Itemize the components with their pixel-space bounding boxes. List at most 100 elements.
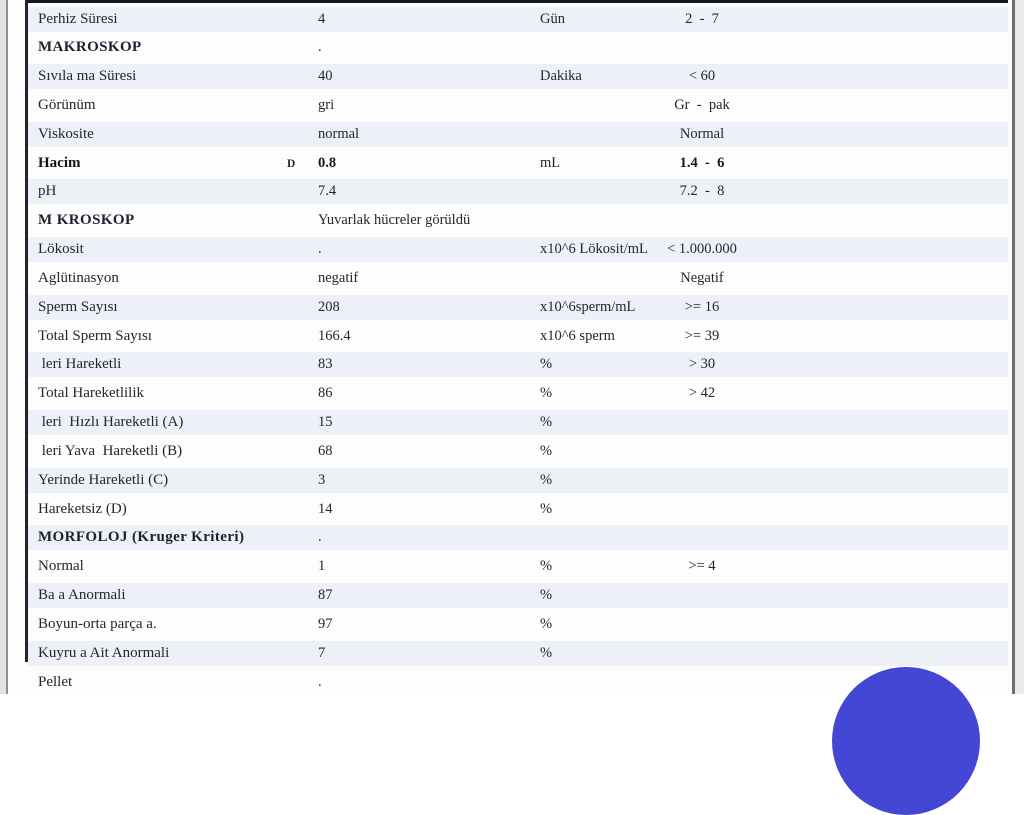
parameter-name: MORFOLOJ (Kruger Kriteri) [38, 529, 245, 546]
parameter-name: Total Hareketlilik [38, 385, 144, 402]
result-value: 1 [318, 558, 326, 575]
parameter-name: M KROSKOP [38, 212, 135, 229]
table-row: Total Hareketlilik 86 % > 42 [0, 380, 1024, 409]
table-row: Yerinde Hareketli (C) 3 % [0, 467, 1024, 496]
table-row: Sıvıla ma Süresi 40 Dakika < 60 [0, 63, 1024, 92]
table-row: Hareketsiz (D) 14 % [0, 496, 1024, 525]
parameter-name: Ba a Anormali [38, 587, 126, 604]
parameter-name: Kuyru a Ait Anormali [38, 644, 170, 661]
table-row: leri Hareketli 83 % > 30 [0, 351, 1024, 380]
result-value: 208 [318, 298, 340, 315]
reference-range: 7.2 - 8 [679, 183, 725, 200]
unit-label: x10^6 sperm [540, 327, 615, 344]
unit-label: x10^6 Lökosit/mL [540, 241, 648, 258]
table-row: M KROSKOP Yuvarlak hücreler görüldü [0, 207, 1024, 236]
result-value: 86 [318, 385, 333, 402]
unit-label: % [540, 442, 553, 459]
table-row: Kuyru a Ait Anormali 7 % [0, 640, 1024, 669]
result-value: 40 [318, 68, 333, 85]
parameter-name: Viskosite [38, 125, 94, 142]
unit-label: % [540, 356, 553, 373]
table-row: MORFOLOJ (Kruger Kriteri) . [0, 524, 1024, 553]
parameter-name: Sperm Sayısı [38, 298, 118, 315]
result-value: 68 [318, 442, 333, 459]
reference-range: 2 - 7 [685, 10, 719, 27]
result-value: negatif [318, 269, 359, 286]
reference-range: 1.4 - 6 [679, 154, 725, 171]
results-table: Perhiz Süresi 4 Gün 2 - 7 MAKROSKOP . Sı… [0, 6, 1024, 690]
parameter-name: Sıvıla ma Süresi [38, 68, 137, 85]
table-row: Sperm Sayısı 208 x10^6sperm/mL >= 16 [0, 294, 1024, 323]
page-left-margin [0, 0, 6, 694]
table-row: Viskosite normal Normal [0, 121, 1024, 150]
unit-label: % [540, 587, 553, 604]
table-row: Total Sperm Sayısı 166.4 x10^6 sperm >= … [0, 323, 1024, 352]
table-row: Normal 1 % >= 4 [0, 553, 1024, 582]
table-left-border [25, 0, 28, 662]
parameter-name: Normal [38, 558, 84, 575]
result-value: 7 [318, 644, 326, 661]
result-value: normal [318, 125, 360, 142]
unit-label: x10^6sperm/mL [540, 298, 636, 315]
table-row: Boyun-orta parça a. 97 % [0, 611, 1024, 640]
unit-label: Dakika [540, 68, 582, 85]
result-value: . [318, 529, 322, 546]
result-value: 3 [318, 471, 326, 488]
reference-range: > 42 [688, 385, 716, 402]
parameter-name: Aglütinasyon [38, 269, 119, 286]
parameter-name: leri Yava Hareketli (B) [38, 442, 183, 459]
unit-label: % [540, 615, 553, 632]
table-top-border [25, 0, 1008, 3]
result-value: 166.4 [318, 327, 351, 344]
table-row: MAKROSKOP . [0, 34, 1024, 63]
result-value: 87 [318, 587, 333, 604]
parameter-name: leri Hareketli [38, 356, 122, 373]
table-row: Hacim D 0.8 mL 1.4 - 6 [0, 150, 1024, 179]
unit-label: % [540, 471, 553, 488]
unit-label: % [540, 558, 553, 575]
reference-range: < 60 [688, 68, 716, 85]
parameter-name: MAKROSKOP [38, 39, 142, 56]
result-value: 7.4 [318, 183, 337, 200]
reference-range: > 30 [688, 356, 716, 373]
parameter-name: pH [38, 183, 57, 200]
table-row: leri Yava Hareketli (B) 68 % [0, 438, 1024, 467]
parameter-name: Lökosit [38, 241, 84, 258]
reference-range: >= 4 [688, 558, 716, 575]
table-row: Aglütinasyon negatif Negatif [0, 265, 1024, 294]
chat-launcher-button[interactable] [832, 667, 980, 815]
result-value: 14 [318, 500, 333, 517]
reference-range: Negatif [680, 269, 724, 286]
reference-range: Gr - pak [674, 96, 730, 113]
page-left-edge-line [6, 0, 8, 694]
reference-range: < 1.000.000 [667, 241, 737, 258]
unit-label: % [540, 500, 553, 517]
table-row: pH 7.4 7.2 - 8 [0, 178, 1024, 207]
parameter-name: Total Sperm Sayısı [38, 327, 152, 344]
unit-label: Gün [540, 10, 565, 27]
unit-label: % [540, 414, 553, 431]
parameter-name: Boyun-orta parça a. [38, 615, 157, 632]
result-value: 83 [318, 356, 333, 373]
parameter-name: Pellet [38, 673, 73, 690]
parameter-name: leri Hızlı Hareketli (A) [38, 414, 184, 431]
result-value: 15 [318, 414, 333, 431]
unit-label: mL [540, 154, 561, 171]
result-flag: D [287, 157, 296, 170]
table-row: Ba a Anormali 87 % [0, 582, 1024, 611]
result-value: . [318, 39, 322, 56]
parameter-name: Yerinde Hareketli (C) [38, 471, 169, 488]
unit-label: % [540, 644, 553, 661]
table-row: Perhiz Süresi 4 Gün 2 - 7 [0, 6, 1024, 35]
parameter-name: Hareketsiz (D) [38, 500, 127, 517]
page-right-margin [1015, 0, 1024, 694]
table-row: leri Hızlı Hareketli (A) 15 % [0, 409, 1024, 438]
parameter-name: Perhiz Süresi [38, 10, 118, 27]
parameter-name: Görünüm [38, 96, 96, 113]
table-row: Lökosit . x10^6 Lökosit/mL < 1.000.000 [0, 236, 1024, 265]
unit-label: % [540, 385, 553, 402]
page-right-edge-line [1012, 0, 1015, 694]
result-value: . [318, 241, 322, 258]
reference-range: >= 39 [684, 327, 720, 344]
